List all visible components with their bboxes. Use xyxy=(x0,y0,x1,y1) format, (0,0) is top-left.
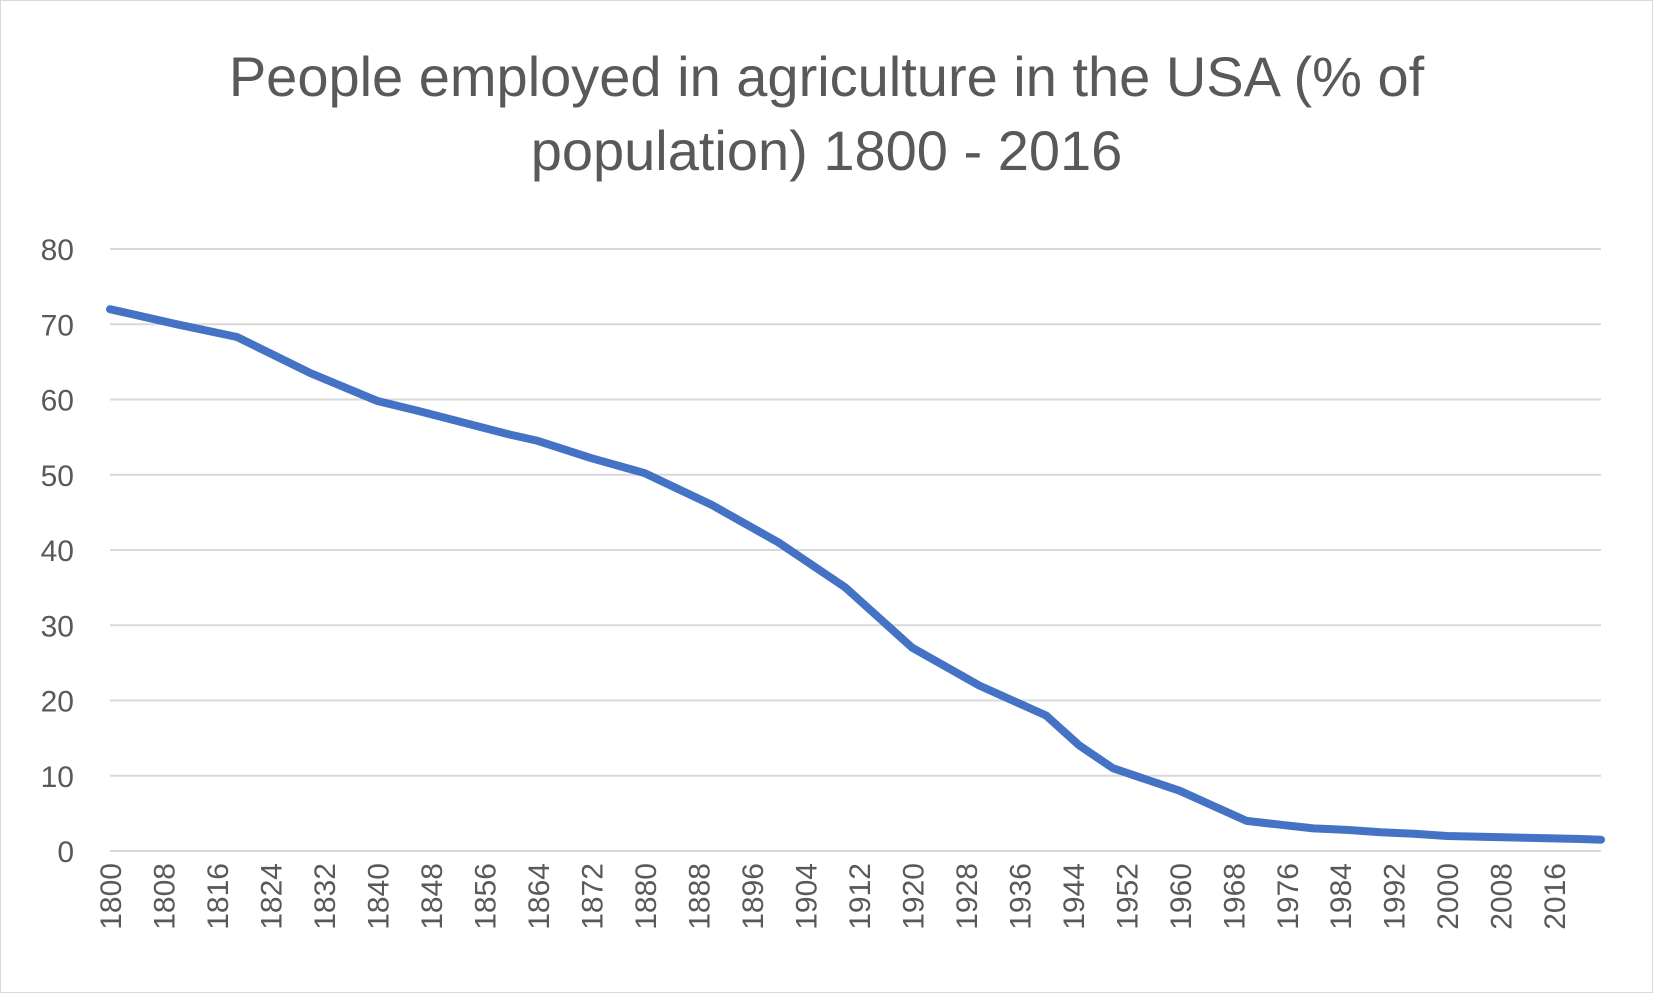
x-tick-label: 1928 xyxy=(951,863,984,930)
x-tick-label: 1872 xyxy=(576,863,609,930)
y-tick-label: 80 xyxy=(41,234,74,267)
x-tick-label: 1848 xyxy=(416,863,449,930)
x-tick-label: 1888 xyxy=(683,863,716,930)
x-tick-label: 1800 xyxy=(95,863,128,930)
x-tick-label: 1920 xyxy=(897,863,930,930)
y-tick-label: 60 xyxy=(41,385,74,418)
x-tick-label: 2016 xyxy=(1539,863,1572,930)
y-axis-ticks: 0 10 20 30 40 50 60 70 80 xyxy=(41,234,74,869)
x-tick-label: 1808 xyxy=(148,863,181,930)
x-tick-label: 1864 xyxy=(523,863,556,930)
y-tick-label: 70 xyxy=(41,309,74,342)
x-tick-label: 1960 xyxy=(1165,863,1198,930)
x-tick-label: 1936 xyxy=(1004,863,1037,930)
x-tick-label: 1912 xyxy=(844,863,877,930)
x-tick-label: 1880 xyxy=(630,863,663,930)
gridlines xyxy=(110,248,1601,852)
series-layer xyxy=(106,305,1605,844)
x-tick-label: 2000 xyxy=(1432,863,1465,930)
x-tick-label: 1976 xyxy=(1272,863,1305,930)
x-tick-label: 1992 xyxy=(1379,863,1412,930)
x-tick-label: 1904 xyxy=(790,863,823,930)
y-tick-label: 0 xyxy=(57,836,74,869)
y-tick-label: 20 xyxy=(41,686,74,719)
y-tick-label: 50 xyxy=(41,460,74,493)
y-tick-label: 30 xyxy=(41,610,74,643)
x-tick-label: 1840 xyxy=(362,863,395,930)
y-tick-label: 10 xyxy=(41,761,74,794)
x-tick-label: 1944 xyxy=(1058,863,1091,930)
x-tick-label: 1832 xyxy=(309,863,342,930)
x-tick-label: 1816 xyxy=(202,863,235,930)
x-tick-label: 1824 xyxy=(255,863,288,930)
chart-title-line-2: population) 1800 - 2016 xyxy=(530,119,1123,182)
x-tick-label: 2008 xyxy=(1486,863,1519,930)
chart-title: People employed in agriculture in the US… xyxy=(0,40,1653,188)
x-tick-label: 1984 xyxy=(1325,863,1358,930)
y-tick-label: 40 xyxy=(41,535,74,568)
chart-title-line-1: People employed in agriculture in the US… xyxy=(228,45,1425,108)
x-axis-ticks: 1800 1808 1816 1824 1832 1840 1848 1856 1864 1872… xyxy=(95,863,1572,930)
x-tick-label: 1856 xyxy=(469,863,502,930)
x-tick-label: 1896 xyxy=(737,863,770,930)
x-tick-label: 1968 xyxy=(1218,863,1251,930)
series-line-0 xyxy=(106,305,1605,844)
x-tick-label: 1952 xyxy=(1111,863,1144,930)
